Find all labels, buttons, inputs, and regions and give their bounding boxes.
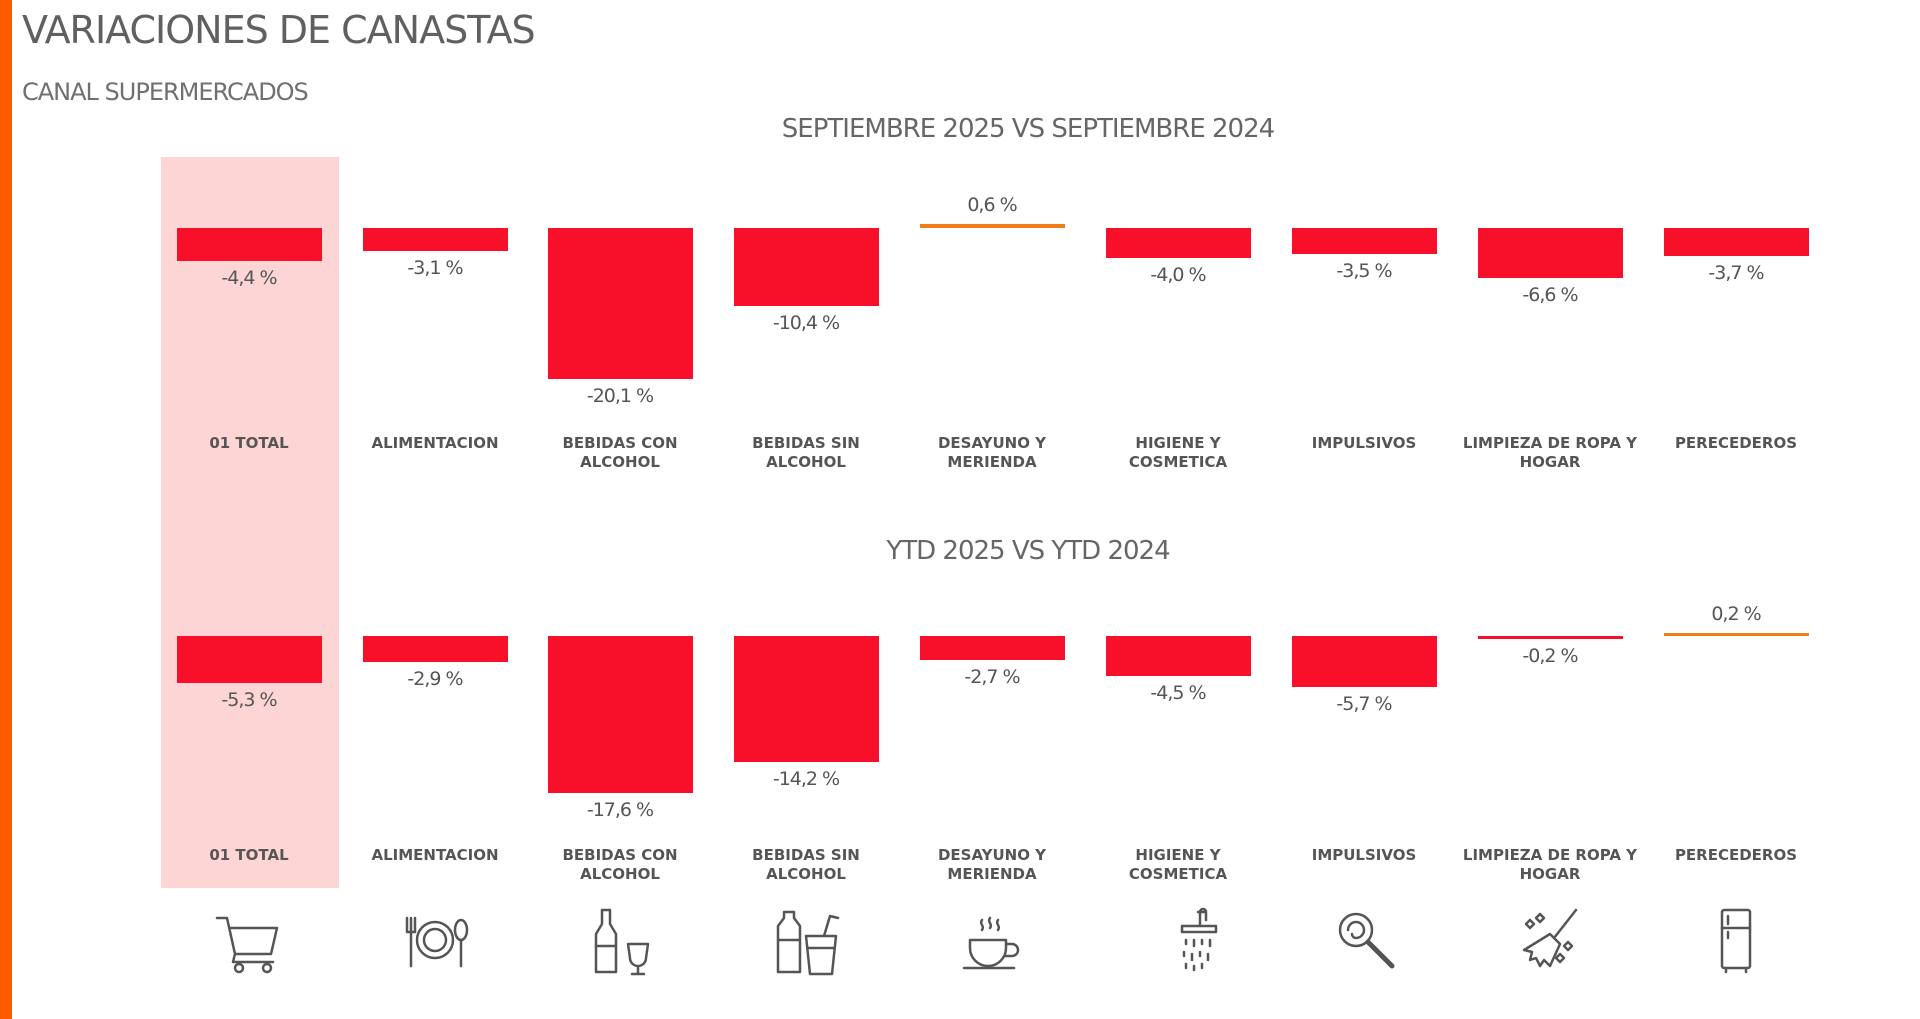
water-bottle-cup-icon <box>766 900 846 980</box>
chart-title-ytd: YTD 2025 VS YTD 2024 <box>886 536 1170 566</box>
data-label: -2,7 % <box>964 666 1020 689</box>
category-label: DESAYUNO Y MERIENDA <box>937 846 1047 883</box>
category-label: 01 TOTAL <box>209 846 289 864</box>
bar <box>919 223 1065 228</box>
category-label: ALIMENTACION <box>371 846 499 864</box>
chart-title-month: SEPTIEMBRE 2025 VS SEPTIEMBRE 2024 <box>781 114 1275 144</box>
cart-icon <box>209 900 289 980</box>
bar <box>176 636 322 684</box>
accent-bar <box>0 0 12 1019</box>
data-label: -5,7 % <box>1336 692 1392 715</box>
data-label: -5,3 % <box>221 689 277 712</box>
plate-cutlery-icon <box>395 900 475 980</box>
bar <box>1477 228 1623 278</box>
data-label: -20,1 % <box>586 384 654 407</box>
bar <box>1291 228 1437 255</box>
bar <box>362 636 508 662</box>
data-label: 0,6 % <box>967 193 1017 216</box>
wine-bottle-glass-icon <box>580 900 660 980</box>
bar <box>733 636 879 763</box>
shower-icon <box>1138 900 1218 980</box>
category-label: LIMPIEZA DE ROPA Y HOGAR <box>1462 434 1638 471</box>
data-label: -2,9 % <box>407 667 463 690</box>
category-label: PERECEDEROS <box>1674 434 1798 452</box>
bar <box>1291 636 1437 687</box>
category-label: PERECEDEROS <box>1674 846 1798 864</box>
data-label: -10,4 % <box>772 312 840 334</box>
bar <box>1663 228 1809 256</box>
bar <box>1663 633 1809 636</box>
category-label: HIGIENE Y COSMETICA <box>1128 846 1228 883</box>
bar <box>547 228 693 379</box>
category-label: HIGIENE Y COSMETICA <box>1128 434 1228 471</box>
lollipop-icon <box>1324 900 1404 980</box>
fridge-icon <box>1696 900 1776 980</box>
data-label: -4,4 % <box>221 267 277 289</box>
category-label: BEBIDAS CON ALCOHOL <box>562 434 678 471</box>
page-subtitle: CANAL SUPERMERCADOS <box>22 78 309 106</box>
total-highlight <box>161 157 339 888</box>
broom-icon <box>1510 900 1590 980</box>
bar <box>1477 636 1623 639</box>
category-label: DESAYUNO Y MERIENDA <box>937 434 1047 471</box>
category-label: BEBIDAS SIN ALCOHOL <box>752 434 860 471</box>
bar <box>176 228 322 261</box>
category-label: 01 TOTAL <box>209 434 289 452</box>
category-label: IMPULSIVOS <box>1311 846 1417 864</box>
data-label: 0,2 % <box>1711 603 1761 625</box>
bar <box>362 228 508 252</box>
data-label: -14,2 % <box>772 768 840 791</box>
bar <box>1105 228 1251 258</box>
category-label: ALIMENTACION <box>371 434 499 452</box>
bar <box>919 636 1065 661</box>
data-label: -3,7 % <box>1708 261 1764 284</box>
bar <box>547 636 693 793</box>
category-label: LIMPIEZA DE ROPA Y HOGAR <box>1462 846 1638 883</box>
page-title: VARIACIONES DE CANASTAS <box>22 8 536 52</box>
category-label: IMPULSIVOS <box>1311 434 1417 452</box>
bar <box>1105 636 1251 677</box>
data-label: -3,1 % <box>407 257 463 280</box>
category-label: BEBIDAS SIN ALCOHOL <box>752 846 860 883</box>
data-label: -4,0 % <box>1150 264 1206 286</box>
data-label: -4,5 % <box>1150 682 1206 705</box>
bar <box>733 228 879 306</box>
coffee-cup-icon <box>952 900 1032 980</box>
data-label: -6,6 % <box>1522 283 1578 306</box>
data-label: -3,5 % <box>1336 260 1392 283</box>
data-label: -0,2 % <box>1522 645 1578 667</box>
data-label: -17,6 % <box>586 798 654 821</box>
category-label: BEBIDAS CON ALCOHOL <box>562 846 678 883</box>
